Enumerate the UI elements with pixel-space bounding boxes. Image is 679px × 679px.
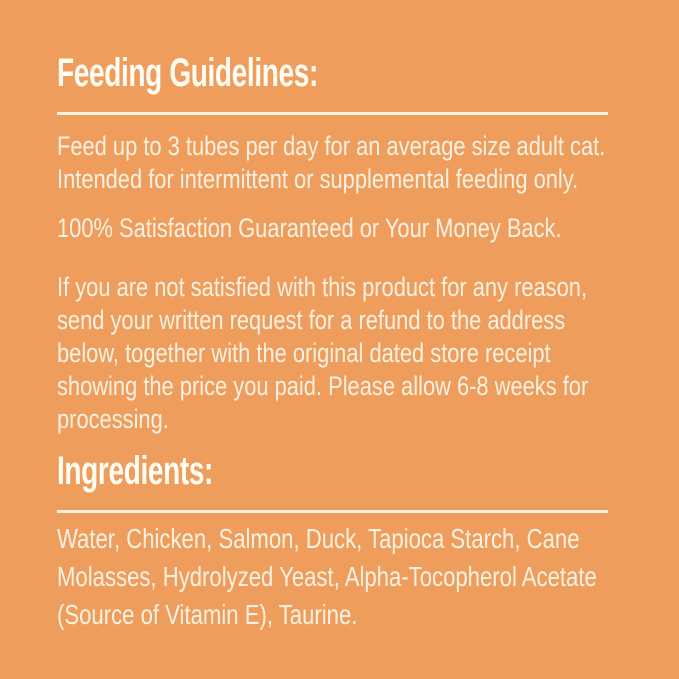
ingredients-section-divider: [57, 510, 608, 513]
ingredients-heading: Ingredients:: [57, 449, 214, 493]
feeding-usage-text: Feed up to 3 tubes per day for an averag…: [57, 131, 606, 194]
feeding-guidelines-heading: Feeding Guidelines:: [57, 51, 318, 95]
refund-instructions-text: If you are not satisfied with this produ…: [57, 272, 589, 434]
satisfaction-guarantee-text: 100% Satisfaction Guaranteed or Your Mon…: [57, 213, 562, 243]
ingredients-list-text: Water, Chicken, Salmon, Duck, Tapioca St…: [57, 523, 597, 630]
feeding-section-divider: [57, 112, 608, 115]
